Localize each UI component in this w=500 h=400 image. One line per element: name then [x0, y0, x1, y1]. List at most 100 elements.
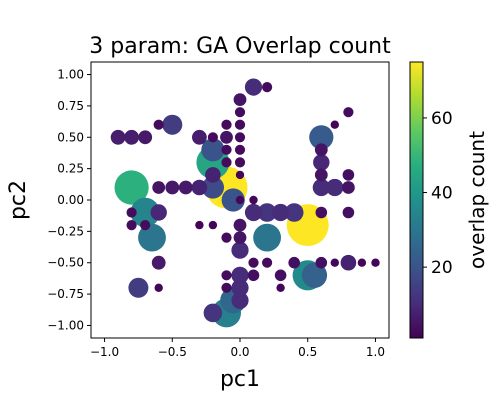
scatter-point: [203, 303, 223, 323]
scatter-point: [272, 203, 290, 222]
scatter-point: [195, 220, 204, 230]
scatter-point: [233, 93, 247, 106]
colorbar-label: overlap count: [465, 131, 489, 269]
scatter-point: [235, 195, 245, 205]
scatter-point: [152, 181, 166, 194]
colorbar-gradient: [409, 61, 424, 339]
scatter-point: [208, 220, 218, 230]
scatter-point: [130, 197, 160, 228]
scatter-point: [140, 220, 151, 231]
y-axis-label: pc2: [6, 180, 31, 220]
y-axis: 1.00 0.75 0.50 0.25 0.00 −0.25 −0.50 −0.75 −1.00: [47, 68, 91, 332]
scatter-point: [274, 269, 287, 282]
x-axis: −1.0 −0.5 0.0 0.5 1.0: [90, 338, 385, 359]
scatter-point: [221, 144, 232, 155]
colorbar-tick-label: 20: [431, 258, 453, 278]
scatter-point: [231, 241, 249, 259]
scatter-point: [231, 266, 249, 284]
scatter-point: [233, 231, 247, 245]
scatter-point: [312, 178, 330, 197]
scatter-point: [126, 220, 137, 231]
scatter-point: [138, 223, 166, 252]
scatter-point: [221, 119, 232, 130]
y-tick-label: −1.00: [47, 318, 84, 332]
scatter-point: [231, 291, 249, 309]
colorbar-tick-label: 60: [431, 109, 453, 129]
x-tick-label: 1.0: [366, 345, 385, 359]
scatter-point: [371, 258, 380, 267]
scatter-point: [301, 262, 328, 288]
scatter-point: [165, 180, 180, 195]
scatter-point: [330, 120, 339, 129]
scatter-point: [343, 107, 354, 118]
scatter-point: [138, 130, 153, 145]
scatter-point: [221, 270, 232, 281]
scatter-point: [262, 82, 273, 93]
scatter-point: [247, 269, 260, 282]
scatter-point: [262, 257, 273, 268]
scatter-point: [234, 132, 246, 143]
scatter-point: [313, 154, 330, 171]
scatter-point: [314, 143, 328, 157]
scatter-point: [234, 144, 246, 155]
scatter-point: [234, 119, 246, 130]
scatter-point: [201, 138, 225, 162]
x-tick-label: −1.0: [90, 345, 119, 359]
scatter-point: [248, 257, 259, 268]
scatter-point: [314, 168, 328, 182]
scatter-point: [221, 232, 232, 243]
scatter-point: [162, 114, 183, 135]
scatter-point: [220, 130, 233, 144]
scatter-point: [221, 282, 232, 293]
x-tick-label: 0.0: [230, 345, 249, 359]
scatter-point: [315, 206, 328, 219]
colorbar-tick-label: 40: [431, 184, 453, 204]
scatter-point: [288, 256, 301, 269]
scatter-point: [276, 283, 285, 292]
scatter-point: [126, 207, 137, 218]
scatter-point: [191, 179, 208, 196]
scatter-point: [192, 129, 207, 145]
colorbar-ticks: 20 40 60: [423, 109, 453, 278]
y-tick-label: 0.50: [57, 130, 84, 144]
scatter-point: [309, 125, 334, 150]
scatter-point: [231, 279, 249, 297]
y-tick-label: 0.25: [57, 162, 84, 176]
scatter-point: [244, 78, 263, 96]
y-tick-label: 0.00: [57, 193, 84, 207]
scatter-point: [357, 258, 367, 267]
scatter-point: [153, 119, 164, 130]
scatter-point: [221, 157, 232, 168]
y-tick-label: −0.50: [47, 256, 84, 270]
scatter-point: [128, 277, 149, 298]
scatter-point: [154, 283, 163, 292]
y-tick-label: 1.00: [57, 68, 84, 82]
scatter-point: [124, 129, 139, 145]
scatter-point: [233, 218, 247, 232]
scatter-point: [330, 258, 339, 267]
scatter-point: [284, 203, 304, 222]
scatter-point: [340, 254, 357, 271]
scatter-point: [114, 170, 149, 205]
scatter-point: [244, 203, 263, 222]
scatter-point: [151, 255, 166, 270]
scatter-point: [315, 256, 328, 269]
chart-title: 3 param: GA Overlap count: [89, 34, 391, 59]
colorbar: 20 40 60 overlap count: [409, 61, 489, 339]
scatter-point: [234, 107, 246, 118]
scatter-point: [201, 176, 224, 199]
scatter-point: [205, 167, 221, 183]
x-tick-label: 0.5: [298, 345, 317, 359]
scatter-point: [110, 129, 126, 145]
x-axis-label: pc1: [220, 367, 260, 392]
scatter-point: [150, 204, 167, 221]
x-tick-label: −0.5: [158, 345, 187, 359]
scatter-point: [235, 170, 245, 180]
scatter-point: [249, 195, 258, 205]
y-tick-label: 0.75: [57, 99, 84, 113]
scatter-point: [342, 181, 355, 194]
scatter-point: [342, 169, 355, 181]
scatter-point: [257, 203, 277, 222]
scatter-points: [110, 78, 380, 328]
y-tick-label: −0.75: [47, 287, 84, 301]
